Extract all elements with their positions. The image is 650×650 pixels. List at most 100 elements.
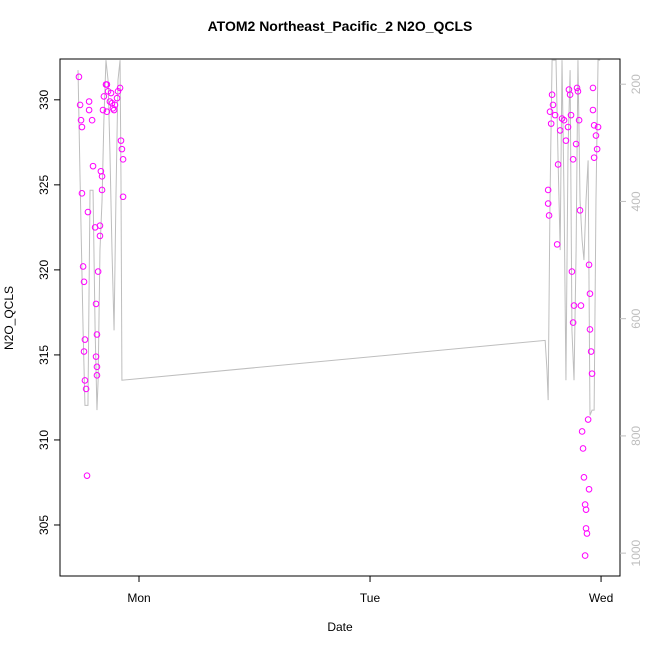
point xyxy=(589,106,597,114)
point xyxy=(76,101,84,109)
point xyxy=(110,106,118,114)
point xyxy=(584,416,592,423)
x-axis-label: Date xyxy=(327,620,353,634)
point xyxy=(75,73,83,81)
y-tick-label: 305 xyxy=(37,515,51,535)
plot-frame xyxy=(59,58,621,577)
point xyxy=(103,81,111,88)
point xyxy=(85,106,93,114)
point xyxy=(545,212,553,219)
point xyxy=(103,108,111,116)
point xyxy=(77,116,85,124)
point xyxy=(588,370,596,377)
point xyxy=(106,98,114,105)
y-axis-label: N2O_QCLS xyxy=(2,286,16,350)
chart-title: ATOM2 Northeast_Pacific_2 N2O_QCLS xyxy=(208,18,473,34)
point xyxy=(569,156,577,163)
point xyxy=(80,278,88,286)
point xyxy=(98,173,106,180)
point xyxy=(568,268,576,275)
point xyxy=(109,105,117,112)
point xyxy=(93,372,101,379)
point xyxy=(577,302,585,309)
point xyxy=(89,162,97,170)
point xyxy=(117,137,125,144)
point xyxy=(592,132,600,139)
y2-tick-label: 600 xyxy=(629,308,643,328)
point xyxy=(544,186,552,194)
y-tick-label: 315 xyxy=(37,345,51,365)
point xyxy=(569,319,577,326)
point xyxy=(558,115,566,122)
point xyxy=(92,353,100,360)
point xyxy=(116,84,124,92)
point xyxy=(562,137,570,144)
y-tick-label: 320 xyxy=(37,260,51,280)
point xyxy=(107,89,115,97)
line-series xyxy=(77,59,601,416)
point xyxy=(556,127,564,134)
point xyxy=(547,120,555,127)
y-tick-label: 330 xyxy=(37,89,51,109)
x-tick-label: Tue xyxy=(360,591,381,605)
point xyxy=(100,93,108,100)
point xyxy=(83,472,91,479)
point xyxy=(82,385,90,393)
point xyxy=(119,156,127,163)
point xyxy=(586,326,594,333)
point xyxy=(566,91,574,99)
point xyxy=(96,222,104,229)
point xyxy=(589,84,597,92)
point xyxy=(93,331,101,338)
y-tick-label: 325 xyxy=(37,175,51,195)
point xyxy=(548,91,556,99)
x-tick-label: Mon xyxy=(127,591,150,605)
point xyxy=(549,101,557,109)
point xyxy=(98,186,106,194)
point xyxy=(560,116,568,124)
y2-tick-label: 200 xyxy=(629,74,643,94)
point xyxy=(99,106,107,114)
point xyxy=(579,445,587,452)
point xyxy=(576,207,584,214)
y2-tick-label: 800 xyxy=(629,426,643,446)
point xyxy=(119,193,127,201)
point xyxy=(564,123,572,131)
point xyxy=(81,336,89,343)
point xyxy=(586,290,594,297)
point xyxy=(570,302,578,309)
point xyxy=(580,474,588,481)
point xyxy=(92,300,100,308)
point xyxy=(585,485,593,493)
point xyxy=(551,111,559,119)
point xyxy=(590,154,598,161)
point xyxy=(567,111,575,119)
y-tick-label: 310 xyxy=(37,430,51,450)
point xyxy=(581,552,589,559)
point xyxy=(578,428,586,435)
point xyxy=(574,88,582,95)
point xyxy=(78,123,86,131)
point xyxy=(118,145,126,153)
point xyxy=(113,94,121,102)
point xyxy=(587,348,595,355)
plot-area xyxy=(75,59,602,559)
y2-tick-label: 1000 xyxy=(629,539,643,566)
point xyxy=(93,363,101,371)
point xyxy=(78,190,86,197)
point xyxy=(80,348,88,355)
point xyxy=(94,268,102,275)
point xyxy=(81,377,89,384)
point xyxy=(88,116,96,124)
point xyxy=(585,261,593,269)
point xyxy=(575,116,583,124)
point xyxy=(573,84,581,92)
point xyxy=(553,241,561,248)
point xyxy=(544,200,552,207)
point xyxy=(96,232,104,240)
y2-tick-label: 400 xyxy=(629,191,643,211)
point xyxy=(583,530,591,537)
point xyxy=(590,122,598,129)
point xyxy=(546,108,554,116)
